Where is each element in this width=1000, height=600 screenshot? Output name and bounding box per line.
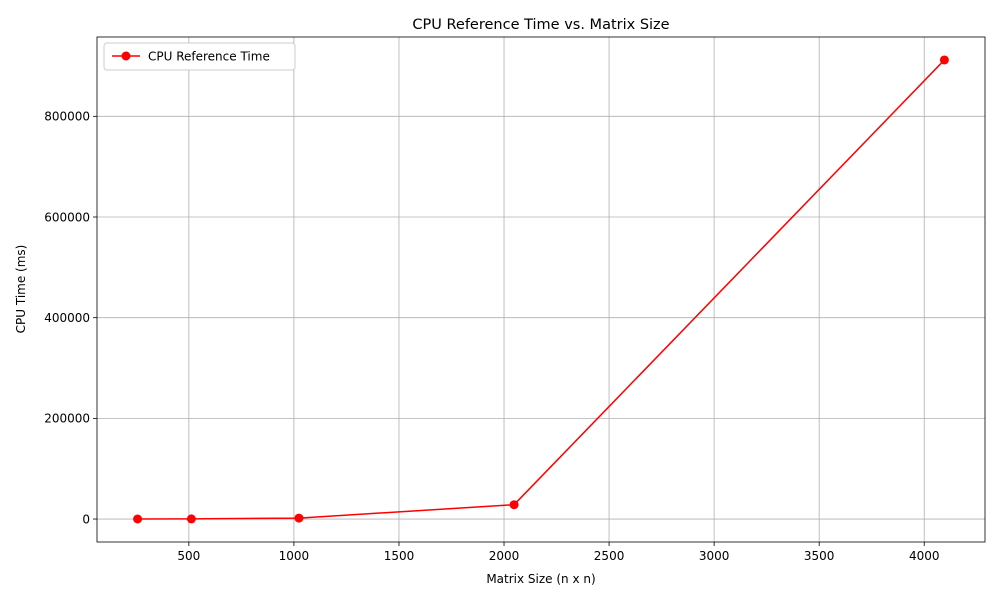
y-tick-label: 800000 xyxy=(44,110,90,124)
x-tick-label: 3000 xyxy=(699,549,730,563)
grid-lines xyxy=(97,37,985,542)
legend-box xyxy=(103,42,296,71)
x-tick-label: 1500 xyxy=(384,549,415,563)
legend-marker xyxy=(121,51,131,61)
y-axis-label: CPU Time (ms) xyxy=(14,245,28,334)
y-tick-label: 200000 xyxy=(44,412,90,426)
data-point-marker xyxy=(509,500,519,510)
x-tick-label: 4000 xyxy=(909,549,940,563)
x-tick-label: 1000 xyxy=(279,549,310,563)
data-point-marker xyxy=(186,514,196,524)
legend-label: CPU Reference Time xyxy=(148,50,270,64)
series-layer xyxy=(133,55,949,524)
x-tick-label: 500 xyxy=(177,549,200,563)
y-tick-label: 400000 xyxy=(44,311,90,325)
axes: 500 1000 1500 2000 2500 3000 3500 4000 0 200000 40… xyxy=(44,36,986,563)
x-tick-label: 2000 xyxy=(489,549,520,563)
data-point-marker xyxy=(133,514,143,524)
chart-title: CPU Reference Time vs. Matrix Size xyxy=(412,17,669,33)
legend: CPU Reference Time xyxy=(103,42,296,71)
y-tick-label: 600000 xyxy=(44,210,90,224)
data-point-marker xyxy=(294,513,304,523)
x-tick-label: 2500 xyxy=(594,549,625,563)
data-point-marker xyxy=(939,55,949,65)
y-tick-label: 0 xyxy=(82,512,90,526)
plot-frame xyxy=(96,36,986,543)
x-axis-label: Matrix Size (n x n) xyxy=(486,572,595,586)
x-tick-label: 3500 xyxy=(804,549,835,563)
